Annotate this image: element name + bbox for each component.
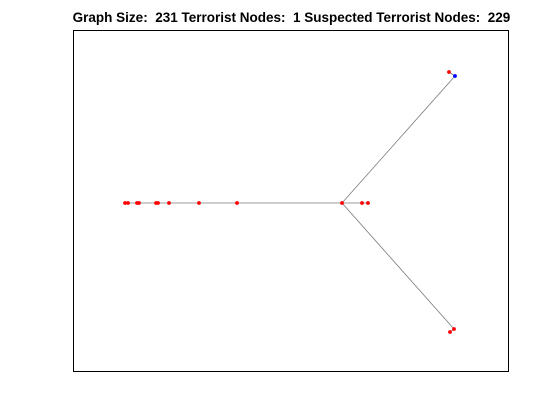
- suspected-terrorist-node: [447, 70, 451, 74]
- suspected-terrorist-node: [156, 201, 160, 205]
- suspected-terrorist-node: [167, 201, 171, 205]
- suspected-terrorist-node: [452, 327, 456, 331]
- suspected-terrorist-node: [235, 201, 239, 205]
- suspected-terrorist-node: [360, 201, 364, 205]
- graph-title: Graph Size: 231 Terrorist Nodes: 1 Suspe…: [72, 10, 511, 25]
- graph-edge: [341, 75, 456, 204]
- terrorist-node: [453, 74, 457, 78]
- plot-area: [73, 30, 509, 372]
- suspected-terrorist-node: [448, 330, 452, 334]
- suspected-terrorist-node: [340, 201, 344, 205]
- graph-edges: [125, 71, 456, 333]
- suspected-terrorist-node: [366, 201, 370, 205]
- graph-nodes: [123, 70, 457, 334]
- suspected-terrorist-node: [197, 201, 201, 205]
- suspected-terrorist-node: [137, 201, 141, 205]
- suspected-terrorist-node: [123, 201, 127, 205]
- graph-edge: [341, 202, 455, 330]
- suspected-terrorist-node: [126, 201, 130, 205]
